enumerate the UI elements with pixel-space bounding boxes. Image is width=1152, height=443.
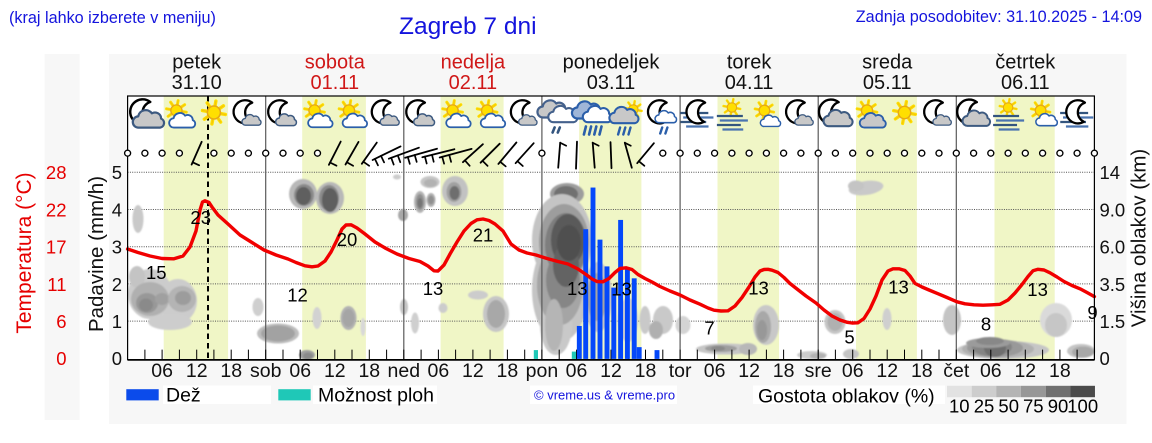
svg-text:18: 18 <box>497 360 519 382</box>
svg-text:06.11: 06.11 <box>1001 72 1050 94</box>
svg-text:06: 06 <box>842 360 864 382</box>
svg-text:18: 18 <box>220 360 242 382</box>
svg-text:06: 06 <box>704 360 726 382</box>
svg-text:12: 12 <box>324 360 346 382</box>
svg-text:9.0: 9.0 <box>1100 199 1126 220</box>
svg-text:14: 14 <box>1100 162 1121 183</box>
svg-text:Možnost ploh: Možnost ploh <box>318 385 434 407</box>
svg-text:13: 13 <box>611 279 632 300</box>
svg-text:Višina oblakov (km): Višina oblakov (km) <box>1128 149 1151 328</box>
svg-text:13: 13 <box>423 278 444 299</box>
svg-text:75: 75 <box>1023 396 1044 417</box>
svg-text:torek: torek <box>727 52 772 74</box>
svg-text:8: 8 <box>981 314 991 335</box>
svg-text:sobota: sobota <box>305 52 366 74</box>
svg-text:13: 13 <box>567 278 588 299</box>
svg-text:3: 3 <box>112 237 122 258</box>
svg-text:2: 2 <box>112 274 122 295</box>
svg-text:sob: sob <box>250 360 282 382</box>
svg-text:18: 18 <box>358 360 380 382</box>
svg-text:5: 5 <box>112 162 122 183</box>
svg-text:12: 12 <box>186 360 208 382</box>
svg-text:17: 17 <box>46 237 67 258</box>
svg-text:13: 13 <box>748 278 769 299</box>
svg-text:20: 20 <box>337 229 358 250</box>
svg-text:06: 06 <box>289 360 311 382</box>
svg-text:11: 11 <box>47 274 66 295</box>
svg-text:22: 22 <box>46 199 67 220</box>
svg-text:sre: sre <box>805 360 832 382</box>
svg-text:tor: tor <box>669 360 692 382</box>
svg-text:13: 13 <box>888 277 909 298</box>
svg-text:ned: ned <box>388 360 421 382</box>
svg-text:10: 10 <box>949 396 970 417</box>
svg-text:100: 100 <box>1067 396 1098 417</box>
svg-text:Gostota oblakov (%): Gostota oblakov (%) <box>758 386 935 408</box>
svg-text:03.11: 03.11 <box>587 72 636 94</box>
svg-text:© vreme.us & vreme.pro: © vreme.us & vreme.pro <box>534 388 675 403</box>
svg-text:12: 12 <box>600 360 622 382</box>
svg-text:12: 12 <box>738 360 760 382</box>
svg-text:5: 5 <box>844 326 854 347</box>
svg-text:13: 13 <box>1027 279 1048 300</box>
svg-text:06: 06 <box>428 360 450 382</box>
svg-text:02.11: 02.11 <box>449 72 498 94</box>
svg-text:05.11: 05.11 <box>863 72 912 94</box>
svg-text:12: 12 <box>876 360 898 382</box>
svg-text:1.5: 1.5 <box>1100 311 1126 332</box>
svg-text:7: 7 <box>704 318 714 339</box>
svg-text:0: 0 <box>56 348 66 369</box>
svg-text:ponedeljek: ponedeljek <box>563 52 661 74</box>
svg-text:0: 0 <box>112 348 122 369</box>
svg-text:12: 12 <box>287 284 308 305</box>
svg-text:9: 9 <box>1087 302 1097 323</box>
svg-text:50: 50 <box>998 396 1019 417</box>
svg-text:25: 25 <box>974 396 995 417</box>
svg-text:3.5: 3.5 <box>1100 274 1126 295</box>
svg-text:sreda: sreda <box>862 52 913 74</box>
svg-text:Temperatura (°C): Temperatura (°C) <box>13 172 36 333</box>
svg-text:06: 06 <box>566 360 588 382</box>
svg-text:6: 6 <box>56 311 66 332</box>
svg-text:23: 23 <box>190 207 211 228</box>
svg-text:petek: petek <box>172 52 222 74</box>
svg-text:28: 28 <box>46 162 67 183</box>
svg-text:12: 12 <box>462 360 484 382</box>
svg-text:Dež: Dež <box>166 385 201 407</box>
svg-text:18: 18 <box>1049 360 1071 382</box>
svg-text:čet: čet <box>943 360 970 382</box>
svg-text:21: 21 <box>473 225 494 246</box>
svg-text:04.11: 04.11 <box>725 72 774 94</box>
svg-text:31.10: 31.10 <box>172 72 222 94</box>
svg-text:četrtek: četrtek <box>995 52 1056 74</box>
svg-text:06: 06 <box>980 360 1002 382</box>
svg-text:12: 12 <box>1014 360 1036 382</box>
svg-text:4: 4 <box>112 199 122 220</box>
svg-text:18: 18 <box>773 360 795 382</box>
svg-text:1: 1 <box>112 311 122 332</box>
svg-text:18: 18 <box>635 360 657 382</box>
svg-text:6.0: 6.0 <box>1100 237 1126 258</box>
svg-text:nedelja: nedelja <box>441 52 506 74</box>
svg-text:01.11: 01.11 <box>311 72 360 94</box>
svg-text:pon: pon <box>526 360 559 382</box>
svg-text:06: 06 <box>151 360 173 382</box>
svg-text:15: 15 <box>146 262 167 283</box>
svg-text:Padavine (mm/h): Padavine (mm/h) <box>85 176 108 332</box>
svg-text:0: 0 <box>1100 348 1110 369</box>
svg-text:18: 18 <box>911 360 933 382</box>
svg-text:90: 90 <box>1048 396 1069 417</box>
